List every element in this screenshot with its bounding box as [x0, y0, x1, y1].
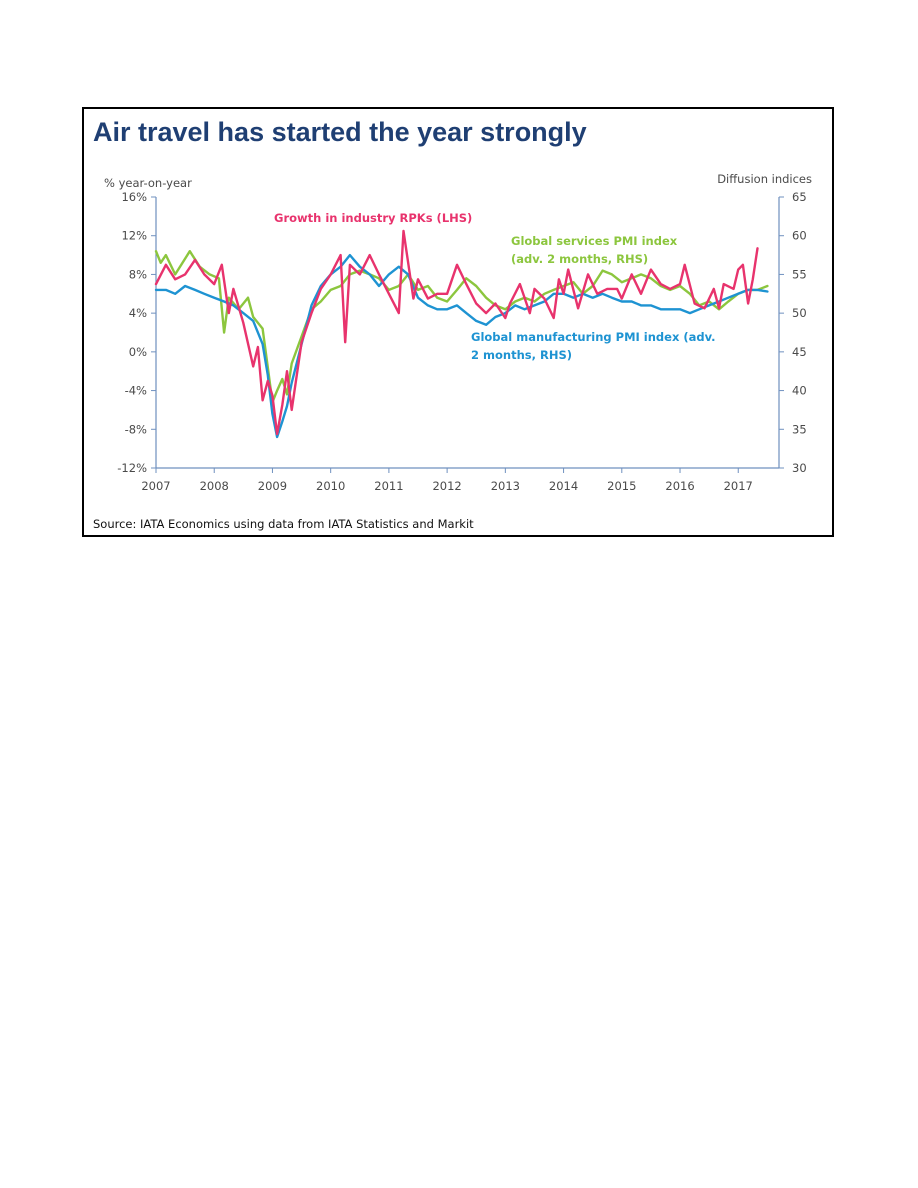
x-tick-label: 2013 — [491, 479, 520, 493]
x-tick-label: 2007 — [141, 479, 170, 493]
chart-title: Air travel has started the year strongly — [93, 117, 587, 147]
right-tick-label: 55 — [792, 267, 807, 281]
left-axis-label: % year-on-year — [104, 176, 192, 190]
left-tick-label: 12% — [121, 229, 147, 243]
x-tick-label: 2017 — [724, 479, 753, 493]
rpk-series-label: Growth in industry RPKs (LHS) — [274, 211, 472, 225]
left-tick-label: -12% — [117, 461, 147, 475]
x-tick-label: 2008 — [200, 479, 229, 493]
x-tick-label: 2014 — [549, 479, 578, 493]
left-tick-label: -8% — [125, 422, 147, 436]
chart-frame: Air travel has started the year strongly… — [82, 107, 834, 537]
chart-plot: -12% -8% -4% 0% 4% 8% 12% 16% 30 35 40 45 50 55 60 65 20… — [104, 172, 812, 493]
manufacturing-series-label: 2 months, RHS) — [471, 348, 572, 362]
left-tick-label: 16% — [121, 190, 147, 204]
left-tick-label: 4% — [129, 306, 147, 320]
services-series-label: Global services PMI index — [511, 234, 678, 248]
x-tick-label: 2015 — [607, 479, 636, 493]
x-tick-label: 2010 — [316, 479, 345, 493]
right-tick-label: 30 — [792, 461, 807, 475]
right-tick-label: 50 — [792, 306, 807, 320]
left-tick-label: 0% — [129, 345, 147, 359]
right-tick-label: 40 — [792, 384, 807, 398]
left-tick-label: 8% — [129, 267, 147, 281]
left-tick-label: -4% — [125, 384, 147, 398]
services-pmi-line — [154, 249, 769, 404]
rpk-growth-line — [154, 229, 759, 436]
x-tick-label: 2009 — [258, 479, 287, 493]
right-tick-label: 65 — [792, 190, 807, 204]
x-tick-label: 2016 — [665, 479, 694, 493]
manufacturing-series-label: Global manufacturing PMI index (adv. — [471, 330, 716, 344]
x-tick-label: 2011 — [374, 479, 403, 493]
chart-source: Source: IATA Economics using data from I… — [93, 517, 474, 531]
right-tick-label: 60 — [792, 229, 807, 243]
right-axis-label: Diffusion indices — [717, 172, 812, 186]
services-series-label: (adv. 2 months, RHS) — [511, 252, 648, 266]
manufacturing-pmi-line — [154, 253, 769, 439]
right-tick-label: 45 — [792, 345, 807, 359]
x-tick-label: 2012 — [432, 479, 461, 493]
right-tick-label: 35 — [792, 422, 807, 436]
